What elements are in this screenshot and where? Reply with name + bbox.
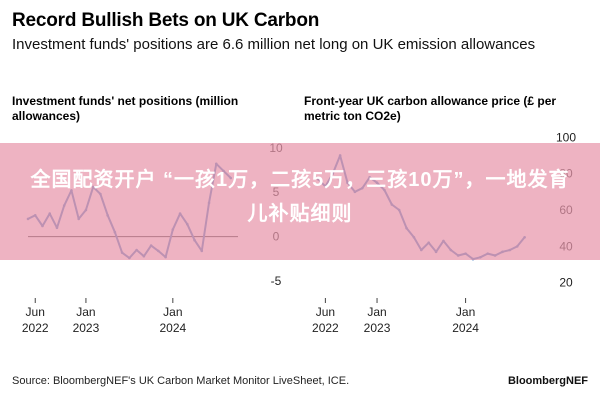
- x-tick-label-line: 2024: [159, 321, 186, 335]
- overlay-banner-text: 全国配资开户 “一孩1万，二孩5万，三孩10万”，一地发育儿补贴细则: [30, 169, 570, 225]
- y-tick-label: -5: [271, 274, 282, 288]
- y-tick-label: 100: [556, 130, 576, 144]
- left-chart-title: Investment funds' net positions (million…: [12, 94, 239, 123]
- x-tick-label-line: 2023: [73, 321, 100, 335]
- x-tick-label-line: 2022: [22, 321, 49, 335]
- y-tick-label: 20: [559, 276, 573, 290]
- x-tick-label: Jun 2022: [22, 305, 49, 335]
- x-tick-label-line: Jan: [456, 305, 475, 319]
- x-tick-label-line: 2024: [452, 321, 479, 335]
- page-subtitle: Investment funds' positions are 6.6 mill…: [12, 36, 536, 53]
- x-tick-label: Jun 2022: [312, 305, 339, 335]
- source-note: Source: BloombergNEF's UK Carbon Market …: [12, 375, 350, 387]
- x-tick-label: Jan 2023: [364, 305, 391, 335]
- x-tick-label-line: Jan: [367, 305, 386, 319]
- overlay-banner: [0, 143, 600, 260]
- x-tick-label: Jan 2024: [159, 305, 186, 335]
- brand-logo: BloombergNEF: [507, 375, 588, 387]
- x-tick-label-line: 2022: [312, 321, 339, 335]
- page-title: Record Bullish Bets on UK Carbon: [12, 10, 320, 31]
- x-tick-label: Jan 2023: [73, 305, 100, 335]
- x-tick-label-line: 2023: [364, 321, 391, 335]
- x-tick-label-line: Jun: [26, 305, 45, 319]
- x-tick-label: Jan 2024: [452, 305, 479, 335]
- x-tick-label-line: Jan: [76, 305, 95, 319]
- x-tick-label-line: Jun: [316, 305, 335, 319]
- x-tick-label-line: Jan: [163, 305, 182, 319]
- right-chart-title: Front-year UK carbon allowance price (£ …: [304, 94, 557, 123]
